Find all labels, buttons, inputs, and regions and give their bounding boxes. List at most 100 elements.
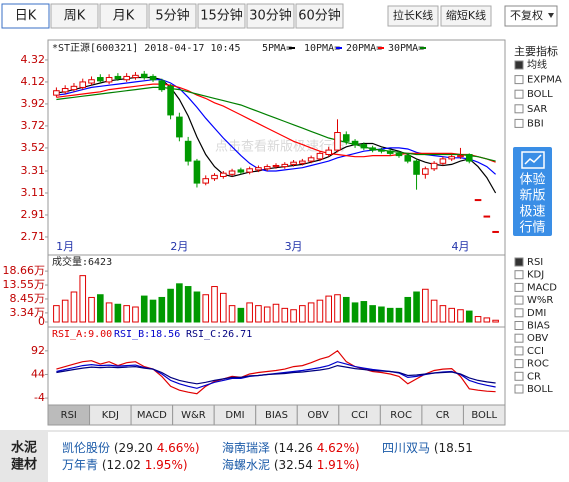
volume-bar <box>430 299 438 323</box>
tab-label[interactable]: 5分钟 <box>155 8 189 24</box>
checkbox[interactable] <box>514 89 524 99</box>
tab[interactable] <box>99 3 148 29</box>
stock-name[interactable]: 海螺水泥 <box>222 457 270 472</box>
line <box>56 83 496 163</box>
indicator-tab-label[interactable]: KDJ <box>102 410 119 421</box>
line <box>56 364 496 385</box>
volume-bar <box>386 307 394 323</box>
option-label[interactable]: CCI <box>527 346 544 357</box>
indicator-tab[interactable] <box>462 404 506 426</box>
stock[interactable]: 万年青 (12.02 1.95%) <box>62 458 188 472</box>
tab-label[interactable]: 日K <box>15 9 37 24</box>
tab[interactable] <box>246 3 295 29</box>
indicator-tab-label[interactable]: RSI <box>61 410 77 421</box>
option-label[interactable]: BOLL <box>527 384 553 395</box>
option-label[interactable]: EXPMA <box>527 75 562 86</box>
candle-body <box>123 75 130 81</box>
tab-label[interactable]: 15分钟 <box>200 8 243 24</box>
indicator-tab-label[interactable]: CCI <box>351 410 368 421</box>
checkbox[interactable] <box>514 321 524 330</box>
button-label[interactable]: 缩短K线 <box>446 8 486 22</box>
indicator-tab-label[interactable]: CR <box>436 410 450 421</box>
button[interactable] <box>440 5 492 27</box>
button-label[interactable]: 拉长K线 <box>393 8 433 22</box>
promo-text[interactable]: 极速 <box>519 205 545 220</box>
y-tick-label: 3.92 <box>21 97 46 110</box>
legend-label: 5PMA= <box>262 43 292 54</box>
option-label[interactable]: DMI <box>527 308 546 319</box>
option-label[interactable]: RSI <box>527 257 543 268</box>
button[interactable] <box>387 5 439 27</box>
checkbox[interactable] <box>514 333 524 343</box>
stock[interactable]: 海螺水泥 (32.54 1.91%) <box>222 457 360 472</box>
dropdown-label[interactable]: 不复权 <box>510 8 543 22</box>
indicator-tab-label[interactable]: OBV <box>307 410 328 421</box>
y-tick-label: 3.72 <box>21 119 46 132</box>
indicator-tab-label[interactable]: W&R <box>181 410 206 421</box>
tab[interactable] <box>197 3 246 29</box>
checkbox[interactable] <box>514 118 524 128</box>
candle-body <box>61 88 69 93</box>
candle-body <box>158 80 166 91</box>
option-label[interactable]: MACD <box>527 282 557 293</box>
volume-bar <box>457 309 464 323</box>
stock[interactable]: 四川双马 (18.51 <box>382 441 473 455</box>
indicator-tab-label[interactable]: BIAS <box>265 410 288 421</box>
volume-bar <box>237 307 245 323</box>
promo-text[interactable]: 体验 <box>519 172 545 188</box>
tab[interactable] <box>1 3 50 29</box>
indicator-tab-label[interactable]: MACD <box>137 410 167 421</box>
tab-label[interactable]: 周K <box>64 9 86 24</box>
checkbox[interactable] <box>514 295 524 305</box>
checkbox[interactable] <box>514 384 524 394</box>
candle-body <box>70 85 78 91</box>
checkbox[interactable] <box>514 75 524 85</box>
checkbox[interactable] <box>514 359 524 369</box>
candle-body <box>448 156 455 160</box>
legend-label: 10PMA= <box>304 43 340 54</box>
tab[interactable] <box>148 3 197 29</box>
candle-body <box>483 215 491 218</box>
checkbox[interactable] <box>514 282 524 292</box>
option-label[interactable]: OBV <box>527 333 548 344</box>
indicator-tab-label[interactable]: ROC <box>390 410 412 421</box>
checkbox[interactable] <box>514 346 524 356</box>
option-label[interactable]: ROC <box>527 359 549 370</box>
tab-label[interactable]: 30分钟 <box>249 8 292 24</box>
checkbox[interactable] <box>514 371 524 381</box>
candle-body <box>290 161 297 165</box>
tab-label[interactable]: 月K <box>113 9 135 24</box>
stock[interactable]: 海南瑞泽 (14.26 4.62%) <box>222 440 360 455</box>
option-label[interactable]: W%R <box>527 295 553 306</box>
stock-name[interactable]: 凯伦股份 <box>62 440 110 455</box>
checkbox[interactable] <box>514 257 524 267</box>
option-label[interactable]: BOLL <box>527 89 553 100</box>
promo-text[interactable]: 新版 <box>519 188 545 204</box>
checkbox[interactable] <box>514 60 524 70</box>
promo-text[interactable]: 行情 <box>519 221 545 236</box>
checkbox[interactable] <box>514 104 524 114</box>
option-label[interactable]: CR <box>527 371 541 382</box>
dropdown[interactable] <box>504 5 558 27</box>
tab-label[interactable]: 60分钟 <box>298 8 341 24</box>
option-label[interactable]: BBI <box>527 118 544 129</box>
stock-name[interactable]: 万年青 <box>62 458 98 472</box>
candle-body <box>88 79 95 84</box>
option-label[interactable]: SAR <box>527 104 547 115</box>
indicator-tab-label[interactable]: BOLL <box>471 410 497 421</box>
checkbox[interactable] <box>514 270 524 280</box>
option-label[interactable]: BIAS <box>527 321 550 332</box>
stock-name[interactable]: 四川双马 <box>382 441 430 455</box>
tab[interactable] <box>295 3 344 29</box>
volume-bar <box>88 296 95 323</box>
candle-body <box>53 90 60 96</box>
promo-box[interactable] <box>513 147 552 236</box>
option-label[interactable]: 均线 <box>527 58 547 71</box>
volume-bar <box>70 291 78 323</box>
stock[interactable]: 凯伦股份 (29.20 4.66%) <box>62 440 200 455</box>
tab[interactable] <box>50 3 99 29</box>
checkbox[interactable] <box>514 308 524 318</box>
stock-name[interactable]: 海南瑞泽 <box>222 440 270 455</box>
indicator-tab-label[interactable]: DMI <box>225 410 244 421</box>
option-label[interactable]: KDJ <box>527 270 544 281</box>
